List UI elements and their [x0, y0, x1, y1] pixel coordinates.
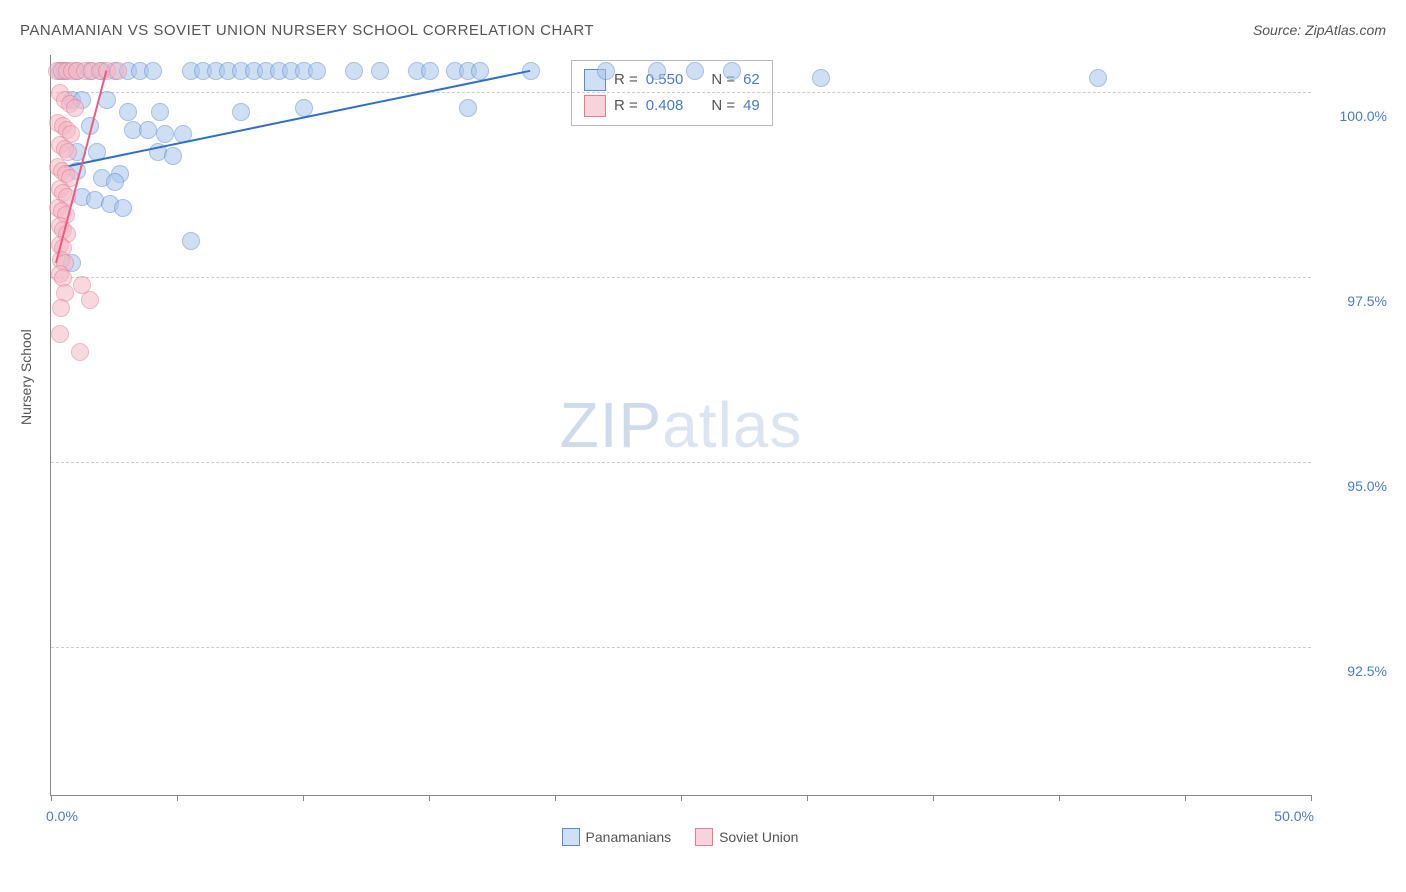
point-panamanian: [1089, 69, 1107, 87]
point-panamanian: [308, 62, 326, 80]
x-tick-label-max: 50.0%: [1274, 808, 1314, 824]
x-tick: [555, 795, 556, 801]
chart-title: PANAMANIAN VS SOVIET UNION NURSERY SCHOO…: [20, 22, 594, 39]
trend-line-panamanian: [63, 70, 530, 168]
x-tick-label-min: 0.0%: [46, 808, 78, 824]
point-panamanian: [812, 69, 830, 87]
x-tick: [681, 795, 682, 801]
legend-item-soviet: Soviet Union: [695, 828, 798, 846]
swatch-pink-icon: [695, 828, 713, 846]
legend-item-panamanians: Panamanians: [562, 828, 672, 846]
point-panamanian: [139, 121, 157, 139]
point-soviet: [109, 62, 127, 80]
gridline: 92.5%: [51, 647, 1311, 648]
point-soviet: [51, 325, 69, 343]
point-panamanian: [182, 232, 200, 250]
watermark: ZIPatlas: [560, 388, 803, 462]
point-panamanian: [345, 62, 363, 80]
x-tick: [177, 795, 178, 801]
point-panamanian: [686, 62, 704, 80]
source-attribution: Source: ZipAtlas.com: [1253, 22, 1386, 38]
point-soviet: [81, 291, 99, 309]
point-panamanian: [597, 62, 615, 80]
point-panamanian: [119, 103, 137, 121]
x-tick: [303, 795, 304, 801]
point-panamanian: [164, 147, 182, 165]
point-panamanian: [114, 199, 132, 217]
point-panamanian: [156, 125, 174, 143]
gridline: 95.0%: [51, 462, 1311, 463]
x-tick: [807, 795, 808, 801]
x-tick: [429, 795, 430, 801]
series-legend: Panamanians Soviet Union: [50, 828, 1310, 849]
x-tick: [1185, 795, 1186, 801]
stats-row-soviet: R = 0.408 N = 49: [584, 93, 760, 119]
point-panamanian: [151, 103, 169, 121]
point-soviet: [52, 299, 70, 317]
y-tick-label: 100.0%: [1317, 108, 1387, 124]
point-panamanian: [459, 99, 477, 117]
gridline: 97.5%: [51, 277, 1311, 278]
y-axis-title: Nursery School: [18, 329, 34, 425]
point-soviet: [71, 343, 89, 361]
scatter-plot-area: ZIPatlas R = 0.550 N = 62 R = 0.408 N = …: [50, 55, 1311, 796]
point-panamanian: [648, 62, 666, 80]
point-panamanian: [471, 62, 489, 80]
x-tick: [933, 795, 934, 801]
gridline: 100.0%: [51, 92, 1311, 93]
x-tick: [1059, 795, 1060, 801]
point-panamanian: [144, 62, 162, 80]
point-panamanian: [723, 62, 741, 80]
point-panamanian: [371, 62, 389, 80]
y-tick-label: 95.0%: [1317, 478, 1387, 494]
swatch-blue-icon: [562, 828, 580, 846]
swatch-pink: [584, 95, 606, 117]
point-soviet: [66, 99, 84, 117]
y-tick-label: 92.5%: [1317, 663, 1387, 679]
y-tick-label: 97.5%: [1317, 293, 1387, 309]
x-tick: [1311, 795, 1312, 801]
point-panamanian: [421, 62, 439, 80]
point-panamanian: [232, 103, 250, 121]
x-tick: [51, 795, 52, 801]
point-panamanian: [106, 173, 124, 191]
